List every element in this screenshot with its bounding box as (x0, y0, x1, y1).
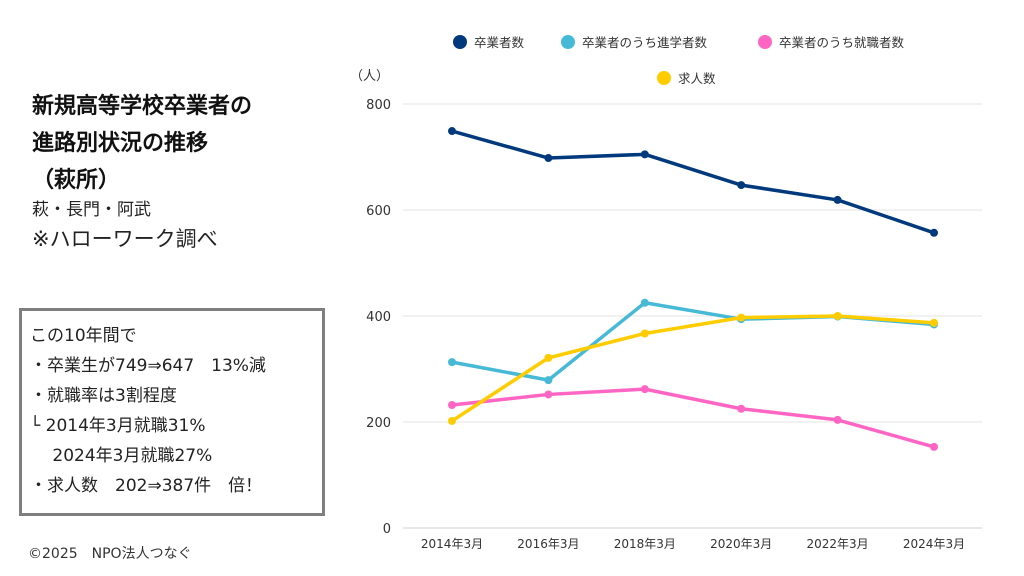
legend-label: 卒業者のうち進学者数 (582, 35, 708, 50)
data-point (544, 154, 553, 163)
legend-label: 卒業者のうち就職者数 (779, 35, 905, 50)
data-point (737, 181, 746, 190)
x-tick-label: 2018年3月 (614, 537, 676, 551)
legend-label: 求人数 (678, 71, 716, 86)
legend-marker (453, 35, 467, 49)
data-point (737, 313, 746, 322)
legend-item: 求人数 (657, 71, 716, 86)
legend-item: 卒業者数 (453, 35, 525, 50)
note-line: この10年間で (30, 326, 137, 346)
series-卒業者のうち就職者数 (448, 385, 938, 451)
series-卒業者のうち進学者数 (448, 298, 938, 385)
x-tick-label: 2016年3月 (517, 537, 579, 551)
data-point (640, 385, 649, 394)
data-point (448, 416, 456, 425)
series-line (451, 301, 935, 382)
data-point (640, 298, 649, 307)
data-point (833, 415, 842, 424)
data-point (833, 195, 842, 204)
series-卒業者数 (448, 127, 938, 237)
legend-item: 卒業者のうち進学者数 (561, 35, 708, 50)
source-note: ※ハローワーク調べ (32, 227, 218, 251)
legend-label: 卒業者数 (474, 35, 525, 50)
y-tick-label: 600 (366, 204, 391, 219)
y-tick-label: 800 (366, 98, 391, 113)
series-line (451, 129, 935, 235)
series-求人数 (448, 312, 938, 425)
y-tick-label: 0 (383, 522, 391, 537)
x-tick-label: 2022年3月 (807, 537, 869, 551)
data-point (640, 150, 649, 159)
note-line: ・卒業生が749⇒647 13%減 (30, 356, 266, 376)
legend-marker (758, 35, 772, 49)
data-point (544, 376, 553, 385)
legend-marker (561, 35, 575, 49)
legend-marker (657, 71, 671, 85)
data-point (930, 318, 938, 327)
y-axis-unit-label: （人） (350, 69, 389, 84)
title-line-1: 新規高等学校卒業者の (32, 94, 253, 119)
data-point (544, 390, 553, 399)
summary-note-box: この10年間で ・卒業生が749⇒647 13%減 ・就職率は3割程度 └ 20… (19, 308, 325, 516)
note-line: ・求人数 202⇒387件 倍！ (30, 476, 263, 496)
data-point (544, 353, 553, 362)
legend-item: 卒業者のうち就職者数 (758, 35, 905, 50)
data-point (930, 442, 938, 451)
series-line (451, 387, 935, 449)
series-line (451, 314, 935, 423)
note-line: └ 2014年3月就職31% (30, 416, 206, 436)
data-point (448, 127, 456, 136)
x-tick-label: 2014年3月 (421, 537, 483, 551)
x-tick-label: 2024年3月 (903, 537, 965, 551)
y-tick-label: 200 (366, 416, 391, 431)
data-point (448, 358, 456, 367)
note-line: 2024年3月就職27% (30, 446, 213, 466)
copyright-footer: ©2025 NPO法人つなぐ (28, 546, 192, 562)
data-point (448, 401, 456, 410)
x-tick-label: 2020年3月 (710, 537, 772, 551)
data-point (833, 312, 842, 320)
data-point (737, 404, 746, 413)
y-tick-label: 400 (366, 310, 391, 325)
region-subtitle: 萩・長門・阿武 (32, 200, 151, 220)
note-line: ・就職率は3割程度 (30, 386, 177, 406)
data-point (930, 228, 938, 237)
chart-title: 新規高等学校卒業者の 進路別状況の推移 （萩所） (32, 88, 252, 199)
data-point (640, 329, 649, 338)
title-line-3: （萩所） (32, 168, 121, 193)
title-line-2: 進路別状況の推移 (32, 131, 209, 156)
